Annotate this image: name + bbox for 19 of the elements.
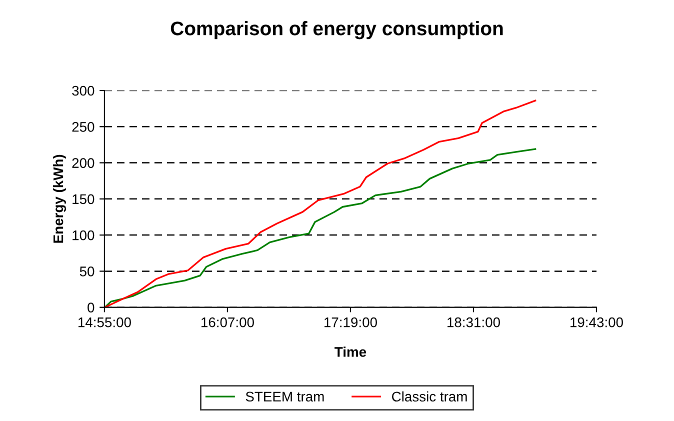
y-tick-label: 200 [72,158,94,168]
y-tick-label: 300 [72,86,94,96]
legend-label: Classic tram [392,391,467,402]
x-tick-label: 19:43:00 [570,317,623,328]
line-series [104,100,536,308]
y-axis-title: Energy (kWh) [53,154,66,243]
x-tick-label: 17:19:00 [324,317,377,328]
x-axis-title: Time [334,346,366,357]
x-tick-label: 18:31:00 [448,317,500,328]
x-tick-label: 16:07:00 [202,317,254,328]
y-tick-label: 100 [72,230,94,240]
line-series [104,148,536,308]
chart-title: Comparison of energy consumption [170,21,503,40]
x-tick-label: 14:55:00 [78,317,131,328]
y-tick-label: 250 [72,122,94,132]
legend-label: STEEM tram [246,392,324,402]
y-tick-label: 50 [80,266,94,276]
y-tick-label: 150 [72,194,94,204]
y-tick-label: 0 [88,302,94,312]
